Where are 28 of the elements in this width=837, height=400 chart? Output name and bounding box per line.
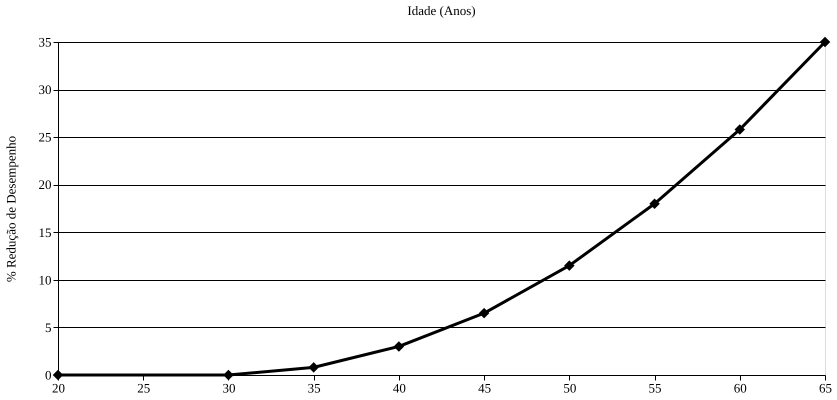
point bbox=[52, 370, 64, 380]
x-tick-label: 30 bbox=[222, 380, 236, 396]
point bbox=[478, 308, 490, 318]
point bbox=[649, 198, 660, 209]
x-tick-label: 65 bbox=[819, 380, 832, 396]
y-tick-label: 0 bbox=[45, 368, 52, 382]
y-axis-title: % Redução de Desempenho bbox=[4, 136, 18, 282]
x-tick-label: 60 bbox=[734, 380, 747, 396]
chart-title: Idade (Anos) bbox=[407, 3, 476, 18]
point bbox=[564, 260, 575, 271]
point bbox=[820, 36, 830, 48]
y-tick-label: 20 bbox=[38, 177, 52, 192]
y-tick-label: 5 bbox=[45, 320, 52, 335]
y-tick-label: 10 bbox=[38, 272, 52, 288]
y-tick-label: 30 bbox=[38, 82, 52, 98]
x-tick-label: 55 bbox=[648, 380, 662, 396]
x-tick-label: 40 bbox=[392, 380, 406, 396]
y-tick-label: 15 bbox=[38, 224, 52, 240]
point bbox=[223, 370, 234, 380]
point bbox=[394, 341, 404, 352]
point bbox=[734, 124, 746, 135]
x-tick-label: 35 bbox=[308, 380, 321, 396]
y-tick-label: 35 bbox=[38, 34, 52, 50]
point bbox=[308, 362, 319, 373]
x-tick-label: 25 bbox=[137, 380, 150, 396]
x-tick-label: 50 bbox=[563, 380, 576, 396]
y-tick-label: 25 bbox=[38, 130, 52, 145]
x-tick-label: 45 bbox=[478, 380, 492, 396]
